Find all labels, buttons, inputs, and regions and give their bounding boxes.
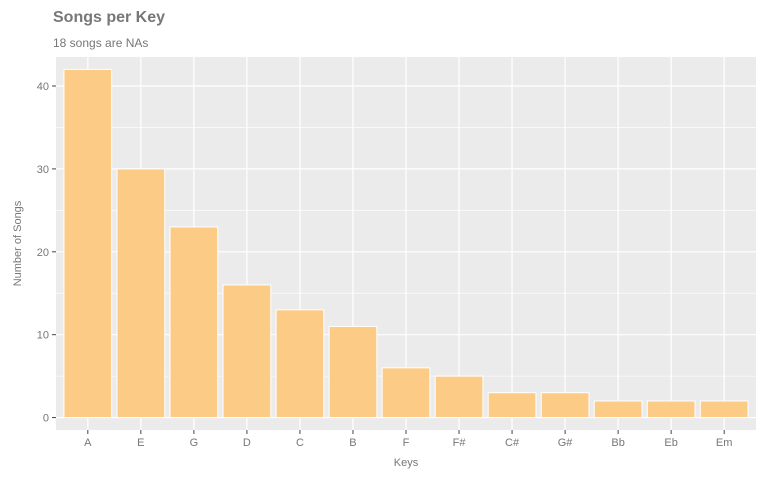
bar-f-sharp (434, 375, 484, 419)
y-tick-label: 0 (43, 413, 49, 425)
x-tick-label: F (403, 437, 410, 449)
bar-c (275, 309, 325, 419)
x-tick-label: G (190, 437, 199, 449)
y-axis-label: Number of Songs (12, 200, 24, 286)
x-axis: A E G D C B F F# C# G# Bb Eb Em (84, 430, 732, 449)
bar-eb (646, 400, 696, 419)
x-tick-label: F# (453, 437, 467, 449)
y-tick-label: 30 (37, 164, 49, 176)
x-tick-label: C (296, 437, 304, 449)
x-tick-label: Eb (664, 437, 677, 449)
y-axis: 0 10 20 30 40 (37, 81, 56, 425)
bar-g (169, 226, 219, 419)
bar-a (63, 68, 113, 419)
bar-bb (593, 400, 643, 419)
bar-c-sharp (487, 392, 537, 419)
chart-title: Songs per Key (53, 9, 166, 26)
x-tick-label: A (84, 437, 92, 449)
y-tick-label: 20 (37, 247, 49, 259)
bar-e (116, 168, 166, 419)
y-tick-label: 40 (37, 81, 49, 93)
bar-em (699, 400, 749, 419)
x-tick-label: D (243, 437, 251, 449)
x-tick-label: C# (505, 437, 520, 449)
bar-g-sharp (540, 392, 590, 419)
x-tick-label: B (349, 437, 356, 449)
x-axis-label: Keys (394, 457, 419, 469)
x-tick-label: Em (716, 437, 733, 449)
bar-d (222, 284, 272, 419)
x-tick-label: G# (558, 437, 574, 449)
bar-f (381, 367, 431, 419)
chart-subtitle: 18 songs are NAs (53, 36, 149, 50)
x-tick-label: E (137, 437, 144, 449)
x-tick-label: Bb (611, 437, 624, 449)
bar-b (328, 325, 378, 419)
bars (63, 68, 749, 419)
y-tick-label: 10 (37, 330, 49, 342)
